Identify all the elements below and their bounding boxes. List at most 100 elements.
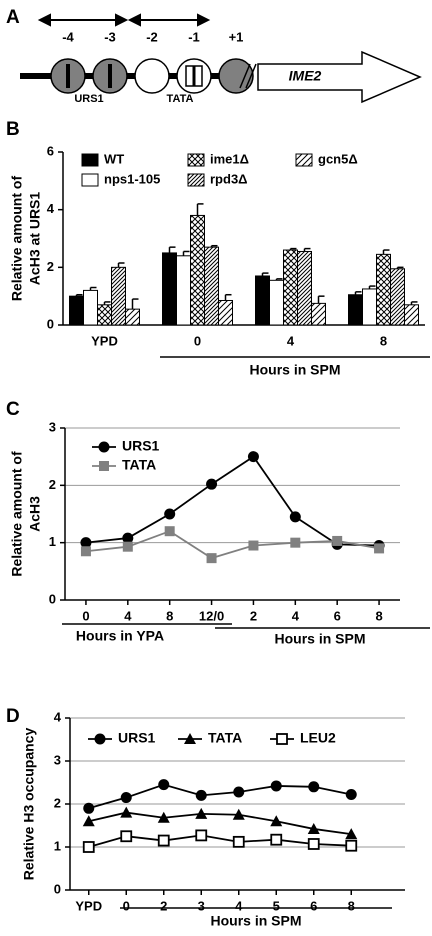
bar: [297, 250, 312, 326]
series-line: [88, 811, 352, 835]
position-label: +1: [229, 29, 244, 44]
bar: [111, 266, 126, 326]
y-axis-label: Relative amount of: [9, 176, 25, 302]
y-tick-label: 3: [49, 419, 56, 434]
marker: [158, 779, 170, 791]
marker: [157, 811, 170, 823]
bar: [162, 252, 177, 326]
legend-label: URS1: [118, 730, 156, 746]
panel-letter: D: [6, 706, 20, 727]
y-tick-label: 0: [47, 316, 54, 331]
bar: [176, 255, 191, 326]
y-tick-label: 6: [47, 143, 54, 158]
marker: [80, 537, 92, 549]
marker: [122, 541, 133, 552]
marker: [206, 553, 217, 564]
series-line: [88, 834, 352, 848]
y-tick-label: 2: [47, 259, 54, 274]
y-tick-label: 3: [54, 752, 61, 767]
y-axis-label: Relative amount of: [9, 451, 25, 577]
marker: [307, 822, 320, 834]
marker: [374, 543, 385, 554]
break-mark: [239, 63, 257, 89]
y-axis-label: AcH3 at URS1: [27, 192, 43, 286]
marker: [232, 808, 245, 820]
element-label: TATA: [167, 93, 194, 105]
marker: [120, 792, 132, 804]
x-axis-label: Hours in SPM: [210, 913, 301, 929]
y-tick-label: 1: [49, 534, 56, 549]
x-tick-label: 8: [380, 333, 387, 348]
panel-letter: A: [6, 7, 20, 28]
bar: [69, 295, 84, 326]
y-tick-label: 1: [54, 838, 61, 853]
x-tick-label: 8: [375, 608, 382, 623]
position-label: -3: [104, 29, 116, 44]
bar: [390, 268, 405, 326]
range-arrows: [37, 13, 211, 27]
x-tick-label: 8: [348, 898, 355, 913]
y-axis-label: Relative H3 occupancy: [21, 728, 37, 881]
y-tick-label: 4: [54, 709, 62, 724]
gene-label: IME2: [289, 68, 322, 84]
x-tick-label: YPD: [91, 333, 118, 348]
bar: [97, 304, 112, 326]
marker: [270, 815, 283, 827]
position-label: -1: [188, 29, 200, 44]
legend-label: WT: [104, 151, 124, 166]
position-label: -4: [62, 29, 74, 44]
bar: [218, 299, 233, 326]
bar: [204, 246, 219, 326]
marker: [120, 806, 133, 818]
panel-letter: C: [6, 399, 20, 420]
nucleosomes: [50, 58, 254, 94]
marker: [345, 789, 357, 801]
x-tick-label: 2: [160, 898, 167, 913]
panel-letter: B: [6, 119, 20, 140]
marker: [270, 833, 283, 846]
x-axis-label: Hours in SPM: [249, 362, 340, 378]
x-tick-label: 4: [235, 898, 243, 913]
marker: [345, 839, 358, 852]
legend-label: URS1: [122, 438, 160, 454]
legend-label: ime1Δ: [210, 151, 249, 166]
marker: [345, 828, 358, 840]
marker: [289, 511, 301, 523]
marker: [290, 537, 301, 548]
marker: [99, 461, 109, 471]
marker: [332, 535, 343, 546]
marker: [233, 786, 245, 798]
gene-arrow: [257, 50, 422, 104]
marker: [276, 733, 288, 745]
bar: [283, 249, 298, 326]
x-tick-label: 12/0: [199, 608, 224, 623]
x-tick-label: 4: [287, 333, 295, 348]
y-axis-label: AcH3: [27, 496, 43, 532]
marker: [94, 733, 106, 745]
marker: [308, 781, 320, 793]
x-axis-label: Hours in SPM: [274, 631, 365, 647]
bar: [348, 294, 363, 326]
marker: [122, 532, 134, 544]
bar: [376, 253, 391, 326]
marker: [83, 802, 95, 814]
legend-label: nps1-105: [104, 171, 160, 186]
legend-swatch: [295, 153, 313, 167]
marker: [80, 546, 91, 557]
x-axis-label: Hours in YPA: [76, 628, 164, 644]
marker: [195, 829, 208, 842]
element-label: URS1: [74, 93, 103, 105]
legend-label: TATA: [122, 457, 156, 473]
bar: [125, 308, 140, 326]
x-tick-label: YPD: [75, 898, 102, 913]
marker: [195, 807, 208, 819]
bar: [311, 302, 326, 326]
marker: [164, 526, 175, 537]
x-tick-label: 0: [123, 898, 130, 913]
legend-label: TATA: [208, 730, 242, 746]
marker: [157, 834, 170, 847]
x-tick-label: 8: [166, 608, 173, 623]
